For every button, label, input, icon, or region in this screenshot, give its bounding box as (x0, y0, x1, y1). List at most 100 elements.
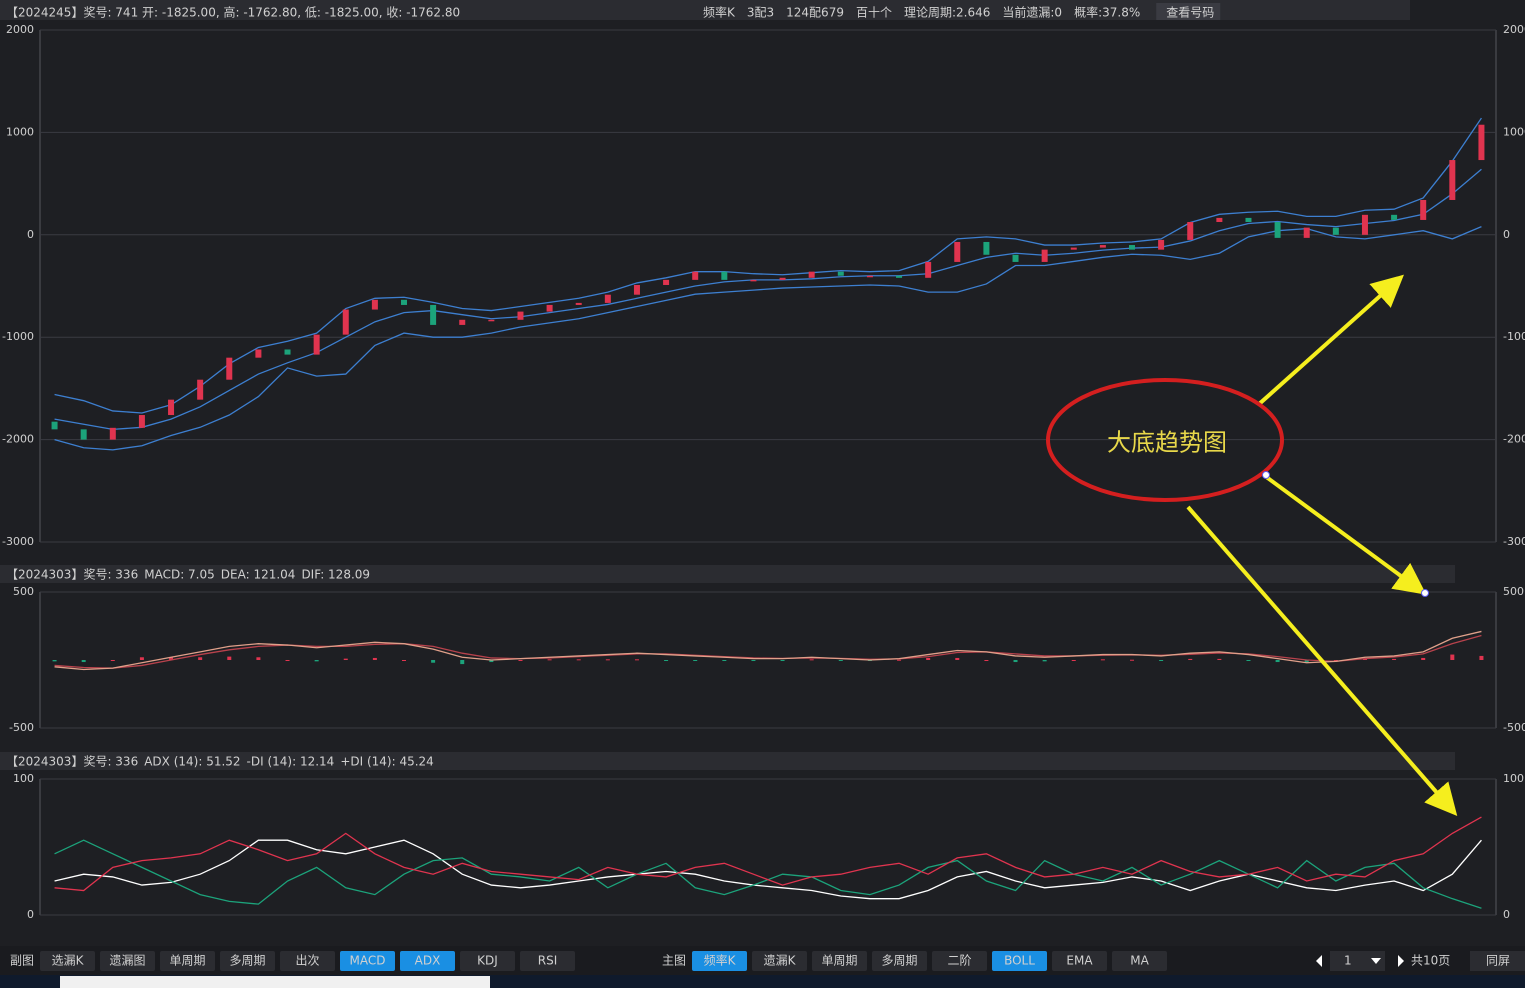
annotation: 大底趋势图 (1046, 274, 1458, 817)
candle (808, 271, 815, 278)
macd-bar (1100, 659, 1105, 661)
toolbar-button[interactable] (872, 951, 927, 971)
button-label: 频率K (704, 953, 737, 968)
macd-bar (722, 660, 727, 661)
candle (779, 277, 786, 280)
candle (1274, 222, 1281, 238)
toolbar-button[interactable] (400, 951, 455, 971)
candle (925, 261, 932, 278)
toolbar-button[interactable] (812, 951, 867, 971)
y-tick-label: -3000 (2, 535, 34, 548)
toolbar-button[interactable] (1470, 951, 1525, 971)
y-tick-label: -1000 (2, 330, 34, 343)
toolbar-button[interactable] (40, 951, 95, 971)
toolbar-button[interactable] (1112, 951, 1167, 971)
arrow (1256, 274, 1404, 407)
macd-bar (227, 656, 232, 660)
macd-bar (285, 660, 290, 661)
macd-bar (1333, 660, 1338, 661)
macd-bar (664, 660, 669, 661)
macd-bar (751, 660, 756, 661)
toolbar-button[interactable] (460, 951, 515, 971)
y-tick-label: -3000 (1503, 535, 1525, 548)
y-tick-label: -1000 (1503, 330, 1525, 343)
macd-bar (110, 660, 115, 661)
y-tick-label: 0 (1503, 908, 1510, 921)
toolbar-button[interactable] (280, 951, 335, 971)
candle (1420, 199, 1427, 220)
candle (1303, 227, 1310, 238)
button-label: EMA (1066, 954, 1093, 968)
y-tick-label: 2000 (6, 23, 34, 36)
toolbar-button[interactable] (520, 951, 575, 971)
button-label: 二阶 (947, 954, 971, 968)
macd-bar (809, 659, 814, 661)
candle (459, 319, 466, 325)
candle (546, 304, 553, 312)
candle (1391, 214, 1398, 220)
button-label: 多周期 (881, 954, 917, 968)
toolbar-label: 主图 (662, 954, 686, 968)
macd-bar (1013, 660, 1018, 663)
macd-bar (897, 659, 902, 661)
candle (226, 357, 233, 380)
toolbar-button[interactable] (992, 951, 1047, 971)
macd-bar (139, 657, 144, 660)
arrow (1263, 474, 1427, 595)
macd-bar (1450, 654, 1455, 660)
candle (1129, 245, 1135, 250)
candle (604, 294, 611, 303)
button-label[interactable]: 查看号码 (1166, 6, 1214, 20)
button-label: 出次 (295, 954, 319, 968)
candle (663, 279, 670, 285)
info-text: 频率K (703, 5, 736, 20)
y-tick-label: -500 (1503, 721, 1525, 734)
candle (80, 429, 87, 440)
info-text: 理论周期:2.646 (904, 6, 990, 20)
toolbar-button[interactable] (220, 951, 275, 971)
candle (1158, 239, 1165, 250)
candle (692, 271, 699, 280)
macd-bar (1217, 658, 1222, 660)
candle (1216, 217, 1223, 222)
candle (575, 302, 582, 305)
candle (313, 334, 320, 355)
macd-bar (343, 658, 348, 660)
annotation-text: 大底趋势图 (1107, 429, 1227, 457)
macd-bar (1188, 658, 1193, 660)
prev-page[interactable] (1316, 955, 1322, 967)
next-page[interactable] (1398, 955, 1404, 967)
y-tick-label: 500 (1503, 585, 1524, 598)
dropdown-icon (1371, 958, 1381, 964)
candle (138, 415, 145, 428)
macd-bar (431, 660, 436, 663)
search-box (60, 976, 490, 988)
series-line (54, 168, 1482, 431)
macd-bar (1304, 660, 1309, 663)
toolbar-button[interactable] (340, 951, 395, 971)
toolbar-button[interactable] (1052, 951, 1107, 971)
toolbar-button[interactable] (932, 951, 987, 971)
toolbar-button[interactable] (692, 951, 747, 971)
macd-bar (1130, 659, 1134, 661)
toolbar-button[interactable] (160, 951, 215, 971)
candle (430, 304, 437, 325)
header-bar (0, 565, 1455, 583)
candle (1478, 124, 1485, 161)
macd-bar (984, 660, 989, 661)
header-text: DEA: 121.04 (221, 568, 296, 582)
button-label: 多周期 (229, 954, 265, 968)
macd-bar (256, 657, 261, 660)
macd-bar (169, 657, 174, 660)
toolbar-button[interactable] (752, 951, 807, 971)
candle (983, 241, 990, 255)
header-text: ADX (14): 51.52 (144, 755, 240, 769)
candle (255, 349, 262, 358)
page-select[interactable] (1330, 951, 1385, 971)
macd-bar (780, 660, 785, 661)
y-tick-label: 2000 (1503, 23, 1525, 36)
button[interactable] (1156, 3, 1221, 20)
candle (371, 299, 378, 310)
toolbar-button[interactable] (100, 951, 155, 971)
button-label: 遗漏图 (109, 954, 145, 968)
